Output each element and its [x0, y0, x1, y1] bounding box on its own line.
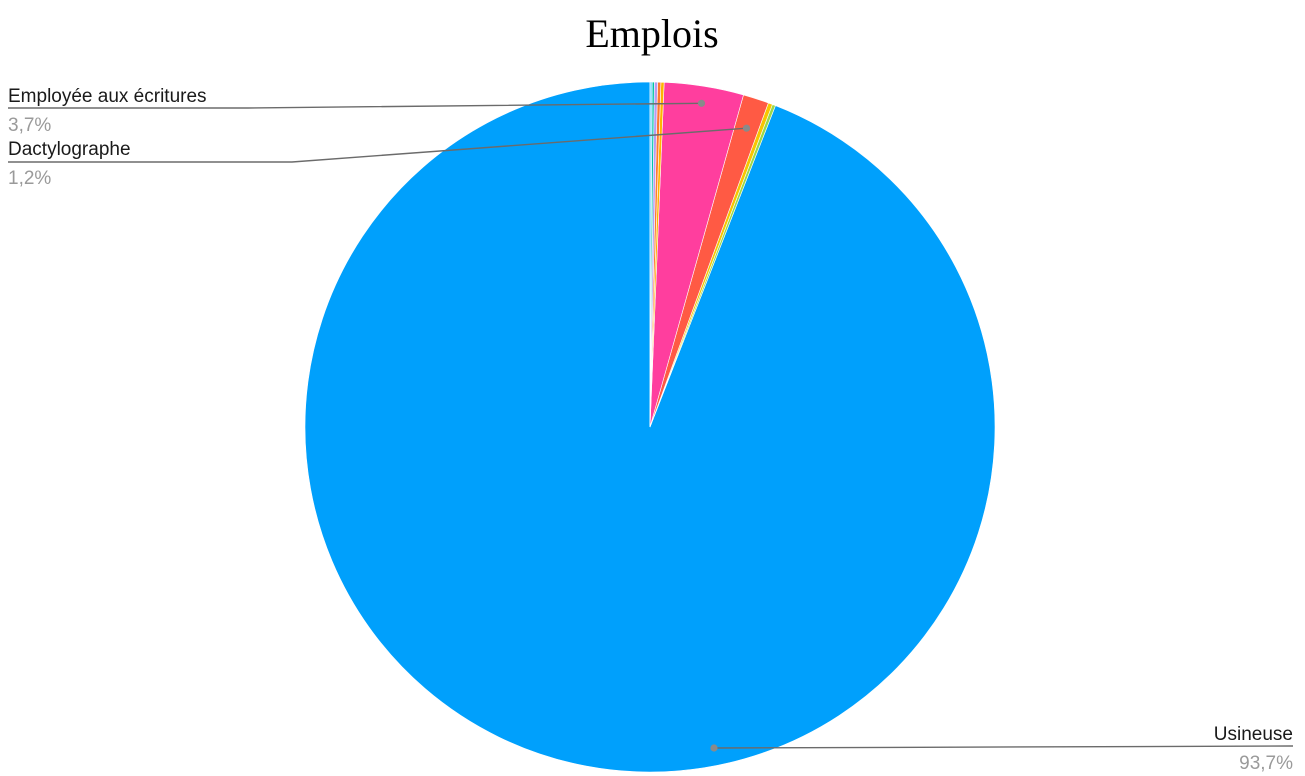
slice-percent-label: 3,7%	[8, 115, 51, 136]
pie-slice-9	[649, 81, 653, 428]
slice-label: Employée aux écritures	[8, 86, 207, 107]
leader-line	[713, 745, 1294, 749]
slice-labels: Usineuse 93,7% Dactylographe 1,2% Employée a…	[8, 86, 1293, 774]
leader-dot	[710, 744, 718, 752]
slice-percent-label: 1,2%	[8, 168, 51, 189]
pie-slices	[304, 81, 996, 773]
slice-label: Usineuse	[1214, 724, 1293, 745]
leader-dot	[697, 99, 706, 107]
chart-title: Emplois	[585, 11, 718, 56]
slice-label: Dactylographe	[8, 139, 131, 160]
slice-percent-label: 93,7%	[1239, 753, 1293, 774]
leader-line	[8, 102, 702, 109]
leader-line	[8, 127, 747, 163]
leader-dot	[742, 124, 751, 132]
